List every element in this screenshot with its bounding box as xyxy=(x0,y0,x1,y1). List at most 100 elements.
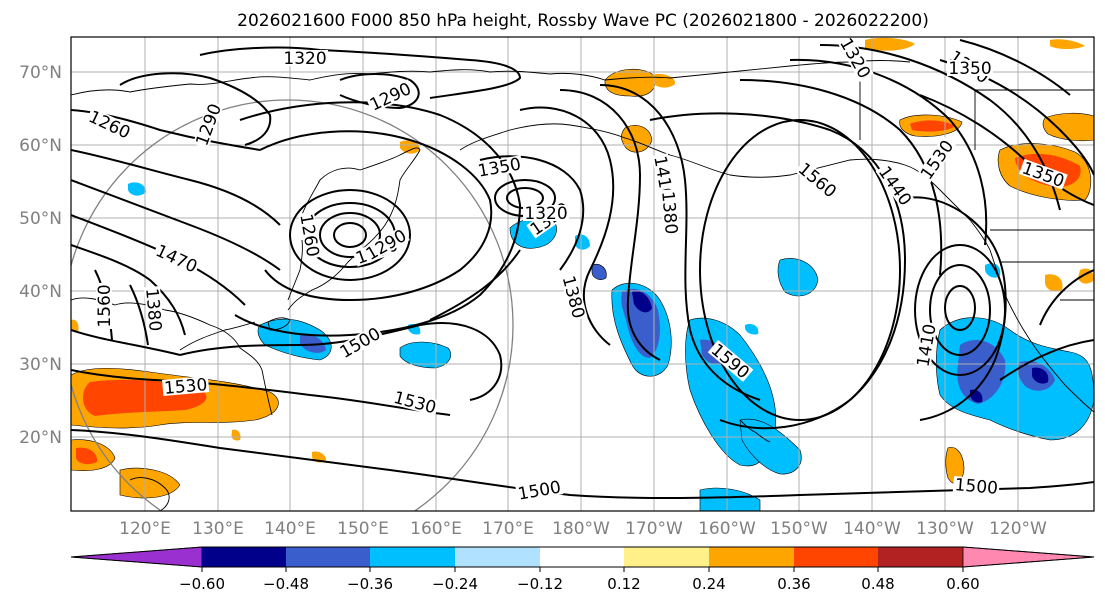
longitude-label: 170°W xyxy=(625,519,683,539)
contour-label-bg xyxy=(660,189,680,237)
contour-line xyxy=(71,329,181,356)
shade-negative xyxy=(777,258,819,297)
colorbar-extend-low xyxy=(70,546,203,568)
contour-label-text: 1380 xyxy=(141,287,165,332)
coastline-path xyxy=(990,229,1094,301)
coastline-path xyxy=(739,419,771,443)
contour-label-bg xyxy=(144,286,164,334)
shade-negative xyxy=(1032,367,1049,384)
colorbar-segment xyxy=(202,547,286,567)
contour-label-bg xyxy=(152,241,201,276)
colorbar-segment xyxy=(878,547,963,567)
contour-label-bg xyxy=(336,324,384,361)
colorbar-segment xyxy=(540,547,624,567)
contour-label: 1380 xyxy=(141,286,165,334)
contour-line xyxy=(959,39,1071,96)
colorbar-tick-label: −0.60 xyxy=(179,575,225,593)
contour-line xyxy=(599,84,761,401)
contour-label-text: 1320 xyxy=(524,204,567,224)
longitude-label: 130°W xyxy=(916,519,974,539)
longitude-label: 140°E xyxy=(264,519,316,539)
shade-positive xyxy=(910,120,955,132)
latitude-label: 30°N xyxy=(19,355,62,375)
longitude-label: 140°W xyxy=(843,519,901,539)
colorbar-segment xyxy=(624,547,709,567)
longitude-label: 150°E xyxy=(337,519,389,539)
shade-positive xyxy=(604,68,656,97)
shade-positive xyxy=(1042,112,1094,142)
latitude-label: 70°N xyxy=(19,63,62,83)
latitude-label: 60°N xyxy=(19,136,62,156)
contour-label: 1500 xyxy=(952,475,1000,499)
contour-label-bg xyxy=(952,476,1000,496)
shade-positive xyxy=(865,37,915,51)
map-panel: 1320129012601290135014701560138013201290… xyxy=(70,36,1095,512)
contour-label-bg xyxy=(162,376,210,396)
colorbar-tick-label: 0.36 xyxy=(777,575,810,593)
contour-label-text: 1380 xyxy=(657,190,681,235)
contour-line xyxy=(1039,269,1094,326)
latitude-labels: 70°N 60°N 50°N 40°N 30°N 20°N xyxy=(19,63,62,448)
shade-negative xyxy=(745,324,759,335)
shade-negative xyxy=(699,487,761,511)
contour-line xyxy=(129,284,149,346)
colorbar-tick-label: −0.24 xyxy=(432,575,478,593)
coastline-path xyxy=(974,89,1094,150)
shade-negative xyxy=(300,333,326,353)
colorbar-tick-label: 0.24 xyxy=(692,575,725,593)
coastlines xyxy=(71,60,1094,511)
contour-label-text: 1350 xyxy=(948,59,991,79)
coastline-path xyxy=(459,123,991,251)
contour-line xyxy=(739,79,943,276)
colorbar-segment xyxy=(794,547,878,567)
contour-label: 1530 xyxy=(162,375,210,399)
colorbar-segment xyxy=(455,547,540,567)
contour-line xyxy=(789,58,988,246)
contour-line xyxy=(699,119,901,421)
contour-label-bg xyxy=(390,388,440,416)
longitude-labels: 120°E 130°E 140°E 150°E 160°E 170°E 180°W 170°W… xyxy=(119,519,1047,539)
shade-negative xyxy=(128,182,146,196)
contour-label-text: 1320 xyxy=(283,49,326,69)
contour-label-text: 1500 xyxy=(954,475,999,499)
graticule xyxy=(71,37,1094,511)
longitude-label: 170°E xyxy=(482,519,534,539)
contour-label-bg xyxy=(362,226,410,263)
contour-label: 1320 xyxy=(523,204,569,224)
coastline-path xyxy=(287,147,421,311)
contour-line xyxy=(649,112,907,430)
contour-label-text: 1560 xyxy=(95,284,115,327)
contour-label-bg xyxy=(96,283,112,329)
contour-label: 1560 xyxy=(95,283,115,329)
contour-label-bg xyxy=(560,272,588,322)
coastline-path xyxy=(261,369,273,416)
contour-line xyxy=(333,222,367,248)
contour-label: 1380 xyxy=(657,189,681,237)
contour-line xyxy=(259,130,493,302)
contour-line xyxy=(71,179,281,271)
shade-negative xyxy=(957,340,1006,404)
contour-line xyxy=(519,106,615,346)
contour-line xyxy=(899,196,1007,421)
longitude-label: 150°W xyxy=(770,519,828,539)
shade-positive xyxy=(1050,39,1085,49)
longitude-label: 120°W xyxy=(989,519,1047,539)
contour-line xyxy=(944,285,976,331)
contour-label: 1320 xyxy=(282,49,328,69)
contour-label-bg xyxy=(837,37,874,82)
contour-label-bg xyxy=(1019,158,1068,190)
shade-positive xyxy=(231,429,241,441)
colorbar-tick-label: 0.60 xyxy=(946,575,979,593)
contour-label: 1350 xyxy=(947,59,993,79)
contour-label-bg xyxy=(515,478,564,502)
colorbar-tick-label: 0.12 xyxy=(607,575,640,593)
coastline-path xyxy=(71,69,606,96)
contour-label-bg xyxy=(707,340,754,382)
contour-label-bg xyxy=(282,50,328,66)
contour-line xyxy=(179,322,503,401)
range-circle xyxy=(71,99,514,511)
latitude-label: 50°N xyxy=(19,209,62,229)
colorbar-extend-high xyxy=(962,546,1095,568)
